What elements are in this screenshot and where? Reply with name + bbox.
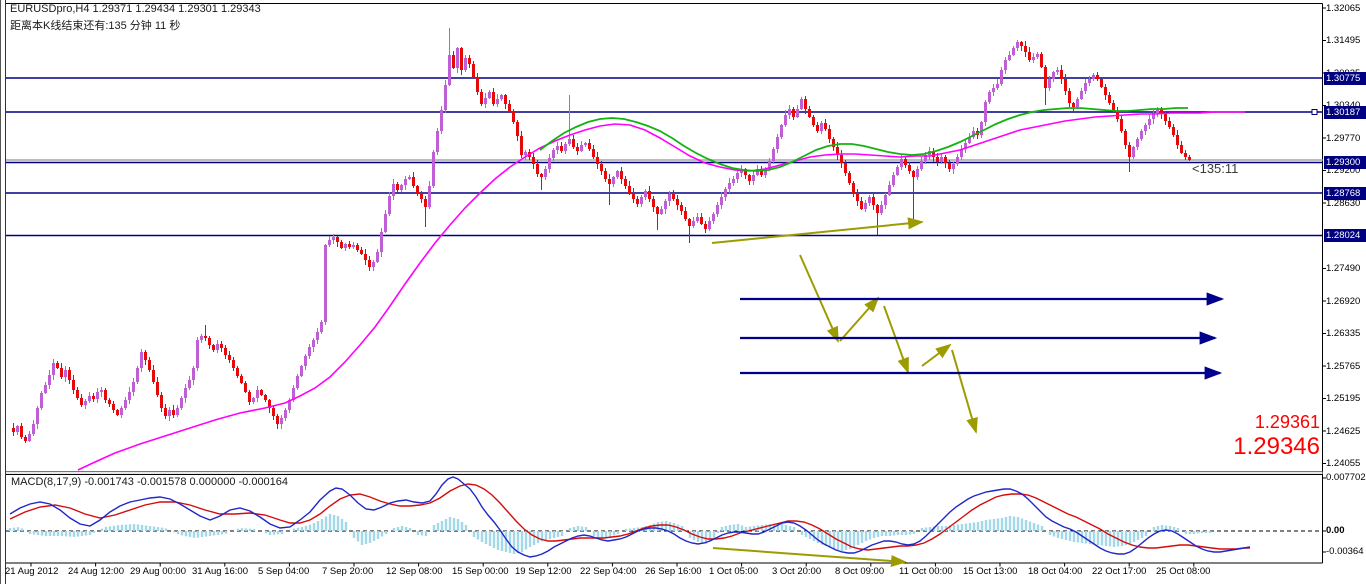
time-tick-label: 1 Oct 05:00 bbox=[709, 566, 759, 577]
level-line-handle bbox=[1311, 109, 1318, 115]
axis-ticks bbox=[30, 7, 1326, 567]
macd-main-line bbox=[9, 476, 1251, 558]
price-tick-label: 1.25765 bbox=[1326, 360, 1361, 372]
horizontal-level-lines[interactable] bbox=[6, 77, 1323, 237]
price-level-badge: 1.30775 bbox=[1324, 71, 1366, 85]
price-tick-label: 1.24625 bbox=[1326, 425, 1361, 437]
time-tick-label: 26 Sep 16:00 bbox=[645, 566, 702, 577]
macd-signal-line bbox=[9, 483, 1250, 551]
price-tick-label: 1.32065 bbox=[1326, 2, 1361, 14]
symbol-ohlc-label: EURUSDpro,H4 1.29371 1.29434 1.29301 1.2… bbox=[10, 3, 261, 15]
time-tick-label: 12 Sep 08:00 bbox=[386, 566, 443, 577]
time-tick-label: 22 Oct 17:00 bbox=[1092, 566, 1147, 577]
price-level-badge: 1.29300 bbox=[1324, 156, 1366, 169]
price-callout-small: 1.29361 bbox=[1254, 412, 1320, 432]
price-tick-label: 1.29770 bbox=[1326, 132, 1361, 144]
macd-scale-top: 0.007702 bbox=[1326, 472, 1366, 483]
time-tick-label: 5 Sep 04:00 bbox=[258, 566, 310, 577]
time-tick-label: 18 Oct 04:00 bbox=[1028, 566, 1083, 577]
trend-arrow-olive-1[interactable] bbox=[711, 217, 924, 244]
countdown-tag: <135:11 bbox=[1192, 161, 1239, 176]
price-tick-label: 1.28630 bbox=[1326, 197, 1361, 209]
time-tick-label: 15 Sep 00:00 bbox=[452, 566, 509, 577]
price-level-badge: 1.28768 bbox=[1324, 186, 1366, 200]
candlesticks bbox=[12, 28, 1191, 443]
trend-arrow-olive-5[interactable] bbox=[921, 343, 952, 367]
time-tick-label: 3 Oct 20:00 bbox=[772, 566, 822, 577]
time-tick-label: 31 Aug 16:00 bbox=[192, 566, 248, 577]
price-axis: 1.320651.314951.309251.303401.297701.292… bbox=[1323, 0, 1366, 584]
time-tick-label: 19 Sep 12:00 bbox=[515, 566, 572, 577]
price-tick-label: 1.31495 bbox=[1326, 35, 1361, 46]
time-tick-label: 24 Aug 12:00 bbox=[68, 566, 124, 577]
time-axis: 21 Aug 2012 24 Aug 12:00 29 Aug 00:00 31 Au… bbox=[0, 565, 1366, 583]
time-tick-label: 7 Sep 20:00 bbox=[322, 566, 374, 577]
price-tick-label: 1.27490 bbox=[1326, 263, 1361, 274]
time-tick-label: 8 Oct 09:00 bbox=[835, 566, 885, 577]
trend-arrow-olive-6[interactable] bbox=[951, 349, 978, 434]
time-tick-label: 21 Aug 2012 bbox=[5, 566, 59, 577]
macd-histogram bbox=[8, 514, 1212, 554]
macd-scale-zero: 0.00 bbox=[1326, 525, 1345, 536]
price-level-badge: 1.30187 bbox=[1324, 105, 1366, 119]
time-tick-label: 25 Oct 08:00 bbox=[1156, 566, 1211, 577]
price-tick-label: 1.25195 bbox=[1326, 393, 1361, 404]
ma-fast-green-line bbox=[539, 107, 1188, 172]
ma-slow-magenta-line bbox=[77, 111, 1245, 471]
price-tick-label: 1.26920 bbox=[1326, 295, 1361, 307]
price-level-badge: 1.28024 bbox=[1324, 229, 1366, 242]
time-tick-label: 22 Sep 04:00 bbox=[580, 566, 637, 577]
time-tick-label: 11 Oct 00:00 bbox=[899, 566, 953, 577]
time-tick-label: 29 Aug 00:00 bbox=[130, 566, 186, 577]
price-tick-label: 1.24055 bbox=[1326, 458, 1361, 469]
macd-scale-bottom: -0.00364 bbox=[1326, 546, 1364, 557]
macd-trend-arrow-olive[interactable] bbox=[712, 547, 907, 567]
candle-countdown-label: 距离本K线结束还有:135 分钟 11 秒 bbox=[10, 20, 181, 32]
price-callout-large: 1.29346 bbox=[1233, 433, 1320, 460]
price-tick-label: 1.29200 bbox=[1326, 165, 1361, 176]
price-tick-label: 1.26335 bbox=[1326, 328, 1361, 339]
time-tick-label: 15 Oct 13:00 bbox=[963, 566, 1018, 577]
window-frame bbox=[0, 0, 1323, 584]
trend-arrow-olive-3[interactable] bbox=[839, 296, 880, 342]
macd-indicator-label: MACD(8,17,9) -0.001743 -0.001578 0.00000… bbox=[11, 476, 289, 488]
